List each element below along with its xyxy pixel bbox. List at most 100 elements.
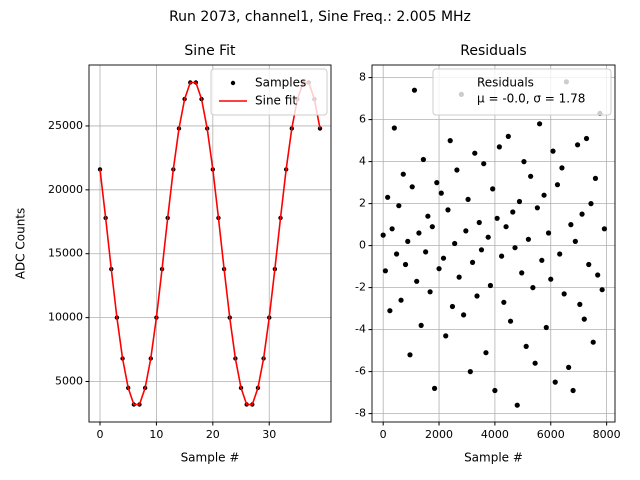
data-point bbox=[447, 138, 453, 144]
legend-box bbox=[210, 68, 328, 116]
data-point bbox=[586, 261, 592, 268]
data-point bbox=[400, 171, 406, 177]
data-point bbox=[481, 161, 487, 167]
data-point bbox=[505, 133, 511, 139]
data-point bbox=[463, 228, 469, 234]
y-tick-label: -4 bbox=[355, 323, 366, 336]
data-point bbox=[427, 289, 433, 295]
data-point bbox=[528, 173, 534, 179]
data-point bbox=[440, 255, 447, 261]
y-tick-label: -8 bbox=[355, 407, 366, 420]
data-point bbox=[550, 148, 556, 154]
data-point bbox=[449, 303, 456, 310]
data-point bbox=[588, 201, 594, 207]
data-point bbox=[566, 364, 572, 370]
data-point bbox=[452, 240, 458, 247]
legend-label: Sine fit bbox=[255, 94, 297, 108]
data-point bbox=[543, 324, 549, 331]
x-tick-label: 30 bbox=[262, 428, 276, 441]
data-point bbox=[385, 194, 391, 200]
data-point bbox=[545, 230, 552, 236]
data-point bbox=[519, 270, 525, 276]
data-point bbox=[423, 249, 429, 255]
legend-label: Residuals bbox=[477, 76, 534, 90]
y-tick-label: 10000 bbox=[48, 311, 83, 324]
data-point bbox=[510, 209, 516, 215]
data-point bbox=[536, 121, 543, 127]
data-point bbox=[534, 205, 540, 211]
data-point bbox=[590, 339, 596, 345]
data-point bbox=[391, 125, 397, 131]
x-tick-label: 4000 bbox=[481, 428, 509, 441]
axes-frame bbox=[371, 64, 616, 423]
y-tick-label: 2 bbox=[359, 197, 366, 210]
data-point bbox=[541, 192, 547, 198]
data-point bbox=[574, 142, 581, 148]
data-point bbox=[523, 343, 529, 349]
legend-stats: μ = -0.0, σ = 1.78 bbox=[477, 92, 585, 106]
data-point bbox=[548, 276, 554, 282]
y-tick-label: -6 bbox=[355, 365, 366, 378]
data-point bbox=[407, 352, 413, 358]
data-point bbox=[557, 251, 563, 257]
x-tick-label: 10 bbox=[149, 428, 163, 441]
legend-box bbox=[432, 68, 612, 116]
data-point bbox=[472, 150, 478, 156]
data-point bbox=[568, 222, 574, 228]
y-axis-label: ADC Counts bbox=[14, 208, 28, 280]
data-point bbox=[438, 190, 444, 196]
data-point bbox=[496, 144, 502, 150]
data-point bbox=[474, 293, 480, 299]
data-point bbox=[592, 175, 599, 181]
y-tick-label: -2 bbox=[355, 281, 366, 294]
axes-frame bbox=[88, 64, 332, 423]
data-point bbox=[577, 301, 583, 307]
data-point bbox=[572, 238, 578, 244]
data-point bbox=[420, 156, 426, 163]
figure-title: Run 2073, channel1, Sine Freq.: 2.005 MH… bbox=[169, 9, 471, 25]
legend-label: Samples bbox=[255, 76, 306, 90]
axes-title: Residuals bbox=[460, 43, 526, 59]
data-point bbox=[396, 203, 402, 209]
data-point bbox=[492, 387, 498, 394]
data-point bbox=[425, 213, 431, 219]
data-point bbox=[561, 291, 567, 297]
data-point bbox=[398, 297, 404, 303]
data-point bbox=[514, 402, 520, 408]
y-tick-label: 4 bbox=[359, 155, 366, 168]
x-axis-label: Sample # bbox=[181, 451, 240, 465]
data-point bbox=[494, 215, 500, 221]
x-tick-label: 0 bbox=[380, 428, 387, 441]
y-tick-label: 6 bbox=[359, 113, 366, 126]
data-point bbox=[409, 184, 415, 190]
x-tick-label: 6000 bbox=[537, 428, 565, 441]
data-point bbox=[539, 257, 545, 263]
x-tick-label: 0 bbox=[97, 428, 104, 441]
data-point bbox=[405, 238, 411, 244]
data-point bbox=[532, 360, 538, 366]
data-point bbox=[467, 369, 473, 375]
data-point bbox=[393, 251, 400, 257]
data-point bbox=[501, 299, 507, 305]
data-point bbox=[579, 211, 585, 217]
axes-title: Sine Fit bbox=[184, 43, 236, 59]
data-point bbox=[445, 207, 451, 213]
x-tick-label: 2000 bbox=[425, 428, 453, 441]
data-point bbox=[465, 196, 471, 202]
y-tick-label: 0 bbox=[359, 239, 366, 252]
data-point bbox=[487, 282, 494, 289]
data-line bbox=[99, 81, 321, 406]
data-point bbox=[434, 180, 440, 186]
data-point bbox=[436, 266, 442, 272]
data-point bbox=[507, 318, 514, 324]
data-point bbox=[429, 224, 435, 230]
data-point bbox=[521, 159, 527, 165]
data-point bbox=[483, 350, 489, 356]
data-point bbox=[382, 268, 389, 274]
data-point bbox=[456, 274, 462, 280]
y-tick-label: 15000 bbox=[48, 247, 83, 260]
x-axis-label: Sample # bbox=[464, 451, 523, 465]
data-point bbox=[601, 226, 607, 232]
data-point bbox=[469, 259, 476, 265]
